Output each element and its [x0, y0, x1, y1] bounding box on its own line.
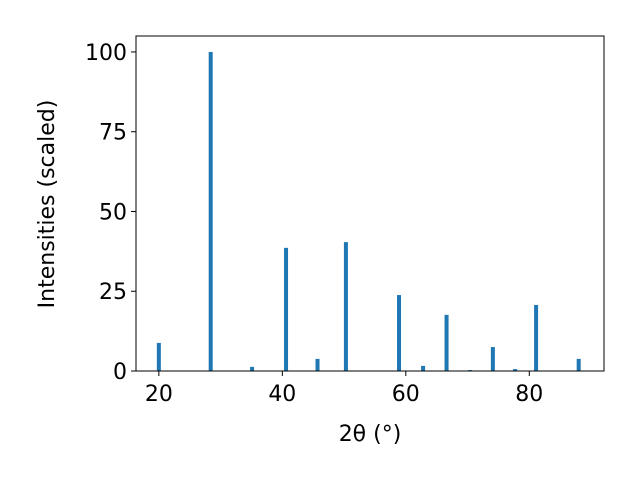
y-axis-label: Intensities (scaled) [35, 100, 60, 309]
bar [343, 242, 348, 371]
bar [421, 365, 426, 371]
y-tick-label: 50 [99, 200, 127, 225]
bar [576, 358, 581, 371]
y-tick-label: 25 [99, 280, 127, 305]
bar [284, 247, 289, 371]
x-tick-label: 80 [515, 382, 543, 407]
y-tick-label: 75 [99, 121, 127, 146]
bar [208, 51, 213, 371]
bar [490, 347, 495, 371]
plot-frame [135, 35, 605, 372]
x-axis-label: 2θ (°) [339, 422, 402, 447]
x-tick-label: 60 [392, 382, 420, 407]
bar [444, 314, 449, 371]
bar [397, 295, 402, 371]
bar [534, 304, 539, 371]
bar [156, 342, 161, 371]
x-tick-label: 20 [145, 382, 173, 407]
bar [250, 366, 255, 371]
x-tick-label: 40 [268, 382, 296, 407]
bar [315, 358, 320, 371]
bar [513, 369, 518, 371]
y-tick-label: 100 [85, 41, 127, 66]
y-tick-label: 0 [113, 360, 127, 385]
